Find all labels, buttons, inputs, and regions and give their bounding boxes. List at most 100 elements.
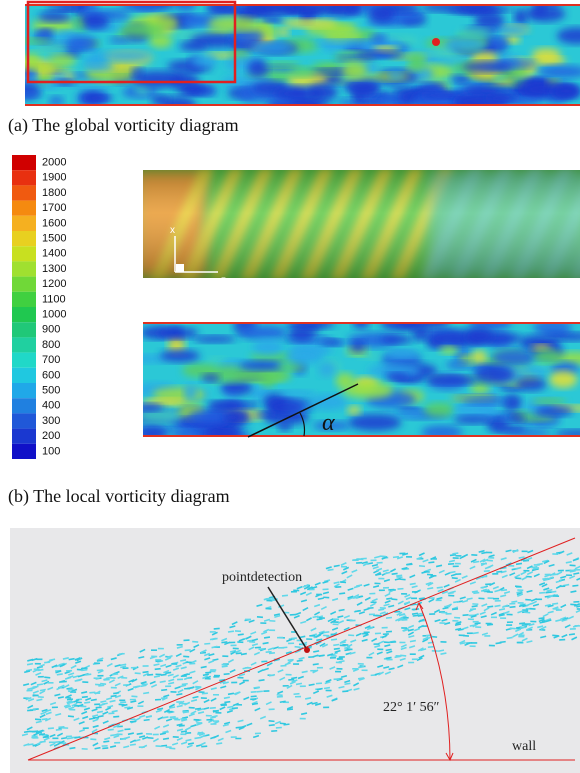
vortex-blob (348, 414, 401, 431)
surface-shade (143, 170, 580, 278)
particle (56, 729, 62, 730)
vortex-blob (136, 404, 163, 412)
particle (201, 746, 207, 747)
particle (165, 672, 171, 673)
particle (453, 602, 459, 603)
particle (313, 664, 319, 665)
particle (39, 734, 45, 735)
particle (546, 592, 552, 593)
vortex-blob (264, 62, 301, 68)
colorbar-label: 500 (42, 385, 60, 397)
particle (386, 598, 392, 599)
particle (403, 618, 409, 619)
particle (111, 696, 117, 697)
vortex-blob (487, 37, 509, 47)
colorbar-swatch (12, 307, 36, 322)
hot-spot (432, 38, 440, 46)
particle (98, 716, 104, 717)
colorbar-label: 200 (42, 430, 60, 442)
particle (203, 674, 209, 675)
vortex-blob (532, 398, 567, 405)
particle (393, 557, 399, 558)
particle (130, 744, 136, 745)
particle (161, 745, 167, 746)
colorbar-label: 1900 (42, 172, 66, 184)
particle (302, 671, 308, 672)
particle (437, 587, 443, 588)
particle (61, 681, 67, 682)
colorbar-label: 1500 (42, 233, 66, 245)
particle (40, 689, 46, 690)
particle (487, 560, 493, 561)
particle (475, 623, 481, 624)
particle (438, 650, 444, 651)
particle (95, 748, 101, 749)
particle (318, 598, 324, 599)
particle (313, 616, 319, 617)
particle (137, 733, 143, 734)
particle (473, 633, 479, 634)
particle (386, 617, 392, 618)
particle (450, 572, 456, 573)
vortex-blob (534, 350, 563, 363)
colorbar: 2000190018001700160015001400130012001100… (12, 155, 66, 459)
particle (264, 637, 270, 638)
vortex-blob (286, 347, 323, 365)
colorbar-label: 1300 (42, 263, 66, 275)
particle (269, 721, 275, 722)
vortex-blob (453, 415, 493, 423)
vortex-blob (524, 6, 565, 22)
colorbar-swatch (12, 429, 36, 444)
particle (97, 711, 103, 712)
particle (324, 688, 330, 689)
particle (27, 664, 33, 665)
particle (358, 667, 364, 668)
vortex-blob (247, 60, 268, 77)
particle (238, 634, 244, 635)
particle (452, 553, 458, 554)
axis-label: z (221, 275, 226, 286)
colorbar-swatch (12, 201, 36, 216)
particle (556, 552, 562, 553)
particle (537, 564, 543, 565)
particle (331, 639, 337, 640)
colorbar-label: 1100 (42, 293, 66, 305)
colorbar-label: 800 (42, 339, 60, 351)
particle (44, 677, 50, 678)
particle (90, 739, 96, 740)
colorbar-label: 400 (42, 400, 60, 412)
detection-point (304, 647, 310, 653)
particle (291, 638, 297, 639)
particle (452, 609, 458, 610)
particle (135, 673, 141, 674)
particle (170, 717, 176, 718)
particle (375, 574, 381, 575)
particle (68, 716, 74, 717)
particle (179, 725, 185, 726)
particle (44, 662, 50, 663)
particle (440, 653, 446, 654)
vortex-blob (82, 15, 109, 29)
colorbar-swatch (12, 398, 36, 413)
particle (392, 573, 398, 574)
particle (396, 575, 402, 576)
particle (395, 656, 401, 657)
vortex-blob (486, 95, 520, 102)
particle (340, 582, 346, 583)
particle (552, 603, 558, 604)
particle (200, 653, 206, 654)
particle (222, 666, 228, 667)
vortex-blob (355, 51, 404, 59)
particle (572, 585, 578, 586)
particle (37, 684, 43, 685)
particle (519, 557, 525, 558)
vortex-blob (387, 348, 418, 359)
particle (65, 698, 71, 699)
particle (515, 586, 521, 587)
colorbar-label: 900 (42, 324, 60, 336)
particle (566, 562, 572, 563)
vortex-blob (282, 19, 338, 28)
colorbar-label: 1700 (42, 202, 66, 214)
vortex-blob (100, 50, 152, 61)
vortex-blob (157, 328, 199, 339)
